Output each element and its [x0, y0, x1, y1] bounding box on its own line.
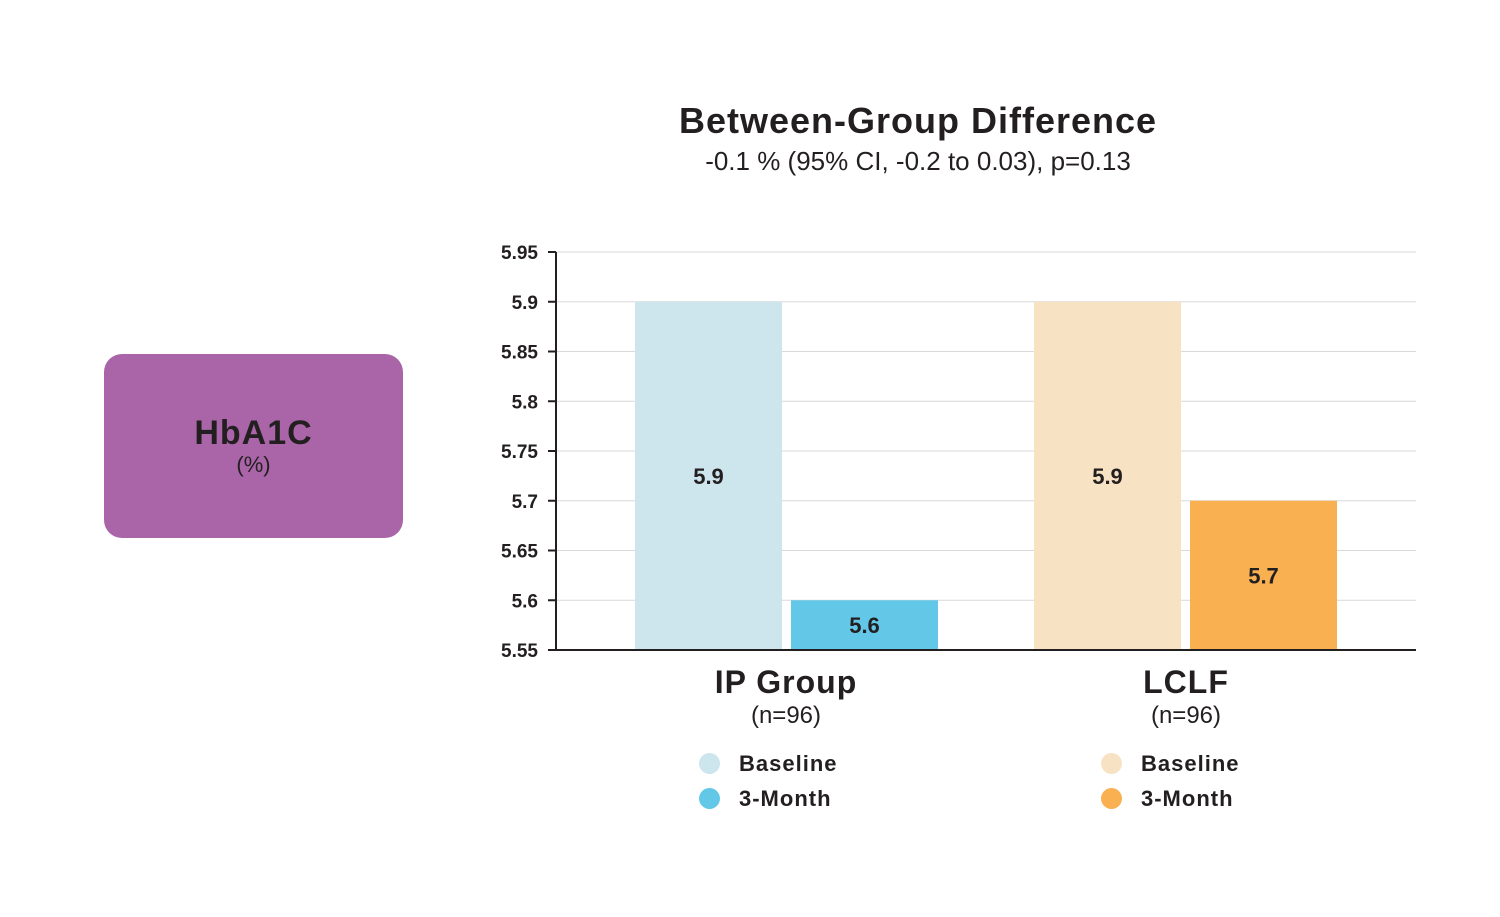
- legend-swatch-ip-baseline: [699, 753, 720, 774]
- bar: [1190, 500, 1337, 650]
- group-n-ip: (n=96): [750, 702, 822, 729]
- y-tick-label: 5.65: [501, 542, 538, 563]
- y-tick-label: 5.55: [501, 641, 538, 662]
- legend-lclf: Baseline 3-Month: [1101, 746, 1240, 816]
- legend-item: 3-Month: [1101, 781, 1240, 816]
- bar-value-label: 5.6: [849, 613, 880, 638]
- legend-label: Baseline: [1141, 750, 1240, 776]
- group-label-lclf: LCLF: [1143, 664, 1229, 700]
- legend-item: Baseline: [699, 746, 838, 781]
- legend-ip: Baseline 3-Month: [699, 746, 838, 816]
- y-tick-label: 5.85: [501, 343, 538, 364]
- y-tick-label: 5.8: [512, 392, 538, 413]
- legend-label: Baseline: [739, 750, 838, 776]
- metric-badge: HbA1C (%): [104, 354, 403, 538]
- bar-value-label: 5.9: [693, 464, 724, 489]
- legend-swatch-ip-3month: [699, 788, 720, 809]
- y-tick-label: 5.75: [501, 442, 538, 463]
- bar-value-label: 5.9: [1092, 464, 1123, 489]
- legend-label: 3-Month: [739, 785, 832, 811]
- y-tick-label: 5.6: [512, 591, 538, 612]
- chart-subtitle: -0.1 % (95% CI, -0.2 to 0.03), p=0.13: [705, 146, 1131, 176]
- bar: [791, 600, 938, 650]
- legend-item: Baseline: [1101, 746, 1240, 781]
- bar-value-label: 5.7: [1248, 563, 1279, 588]
- bar: [1034, 301, 1181, 650]
- chart-title: Between-Group Difference: [678, 100, 1158, 141]
- legend-item: 3-Month: [699, 781, 838, 816]
- legend-swatch-lclf-3month: [1101, 788, 1122, 809]
- group-n-lclf: (n=96): [1150, 702, 1222, 729]
- y-tick-label: 5.9: [512, 293, 538, 314]
- y-tick-label: 5.7: [512, 492, 538, 513]
- legend-swatch-lclf-baseline: [1101, 753, 1122, 774]
- metric-title: HbA1C: [194, 414, 313, 452]
- legend-label: 3-Month: [1141, 785, 1234, 811]
- bar: [635, 301, 782, 650]
- group-label-ip: IP Group: [714, 664, 858, 700]
- metric-unit: (%): [236, 452, 271, 477]
- y-tick-label: 5.95: [501, 243, 538, 264]
